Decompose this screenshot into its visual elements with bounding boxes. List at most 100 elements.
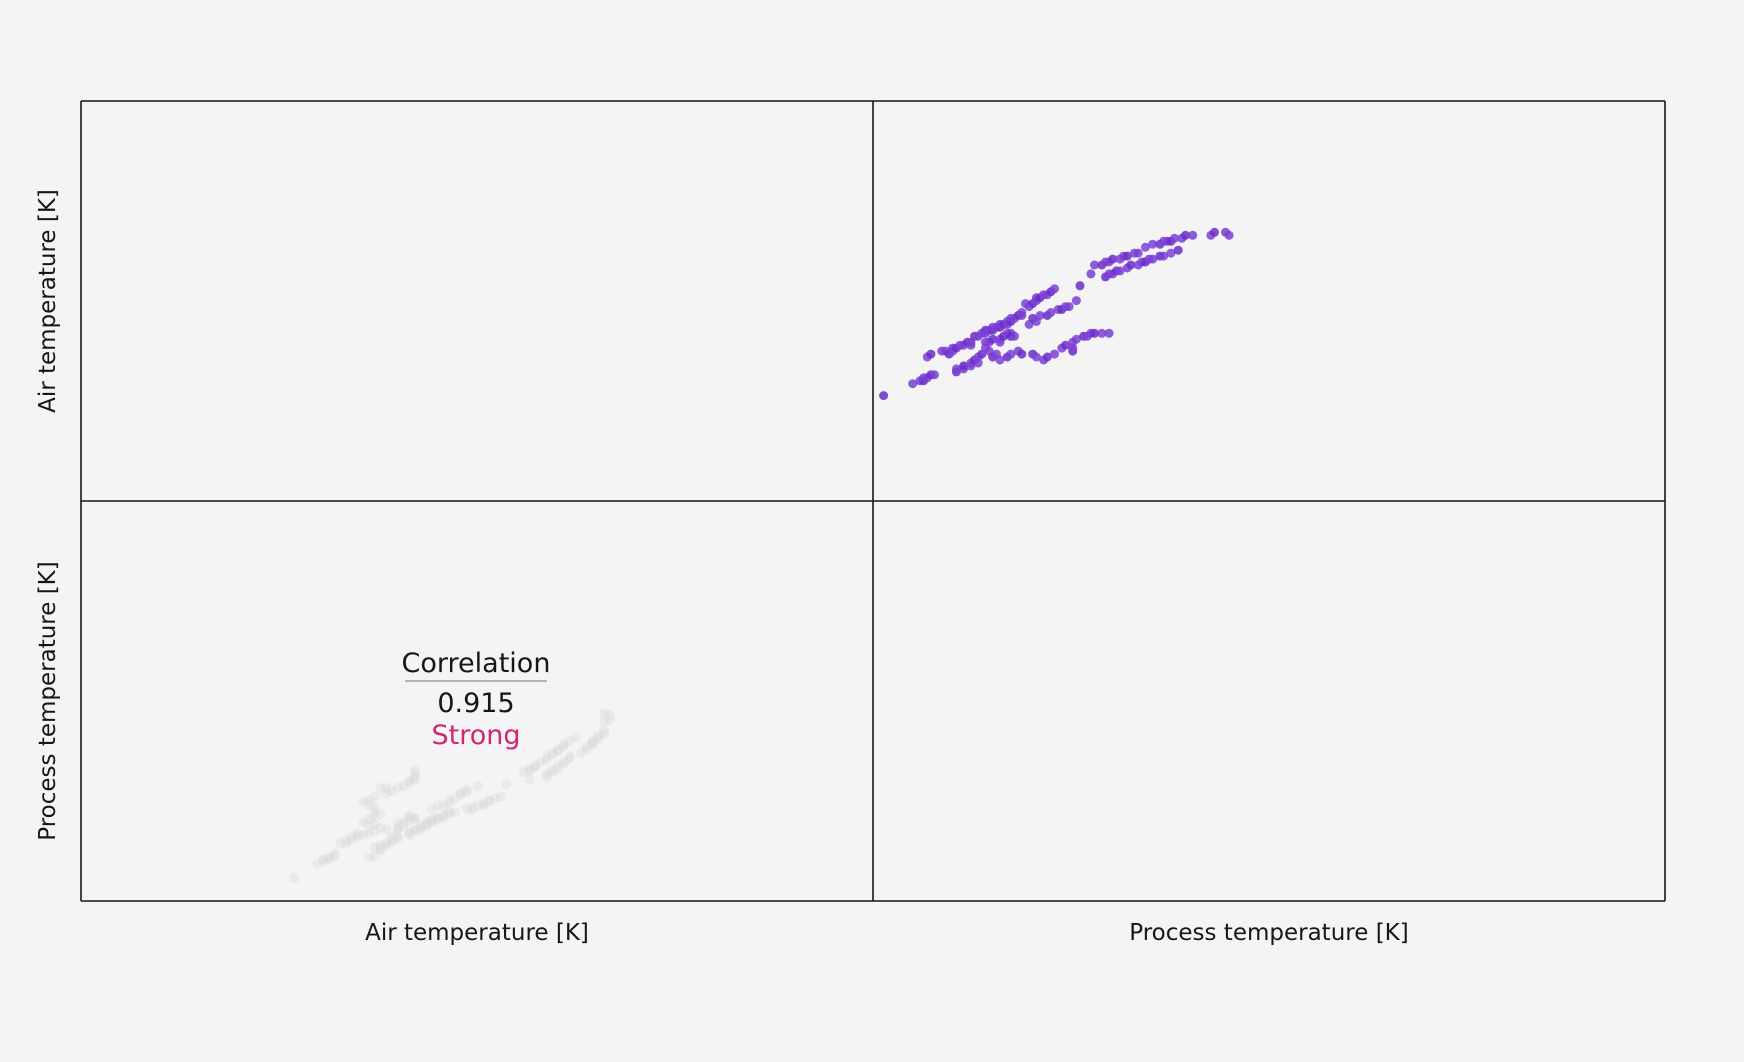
- faint-scatter-point: [398, 821, 409, 832]
- faint-scatter-point: [524, 763, 535, 774]
- faint-scatter-point: [375, 843, 386, 854]
- faint-scatter-point: [375, 822, 386, 833]
- faint-scatter-point: [404, 829, 415, 840]
- faint-scatter-point: [364, 821, 375, 832]
- scatter-point: [951, 364, 961, 374]
- scatter-point: [1017, 349, 1027, 359]
- scatter-point: [926, 349, 936, 359]
- faint-scatter-point: [364, 795, 375, 806]
- faint-scatter-point: [381, 838, 392, 849]
- faint-scatter-point: [312, 859, 323, 870]
- faint-scatter-point: [421, 821, 432, 832]
- faint-scatter-point: [409, 814, 420, 825]
- faint-scatter-point: [369, 819, 380, 830]
- faint-scatter-point: [358, 817, 369, 828]
- faint-scatter-point: [461, 803, 472, 814]
- scatter-point: [1224, 230, 1234, 240]
- faint-scatter-point: [553, 760, 564, 771]
- faint-scatter-point: [558, 741, 569, 752]
- faint-scatter-point: [593, 730, 604, 741]
- faint-scatter-point: [364, 800, 375, 811]
- faint-scatter-point: [381, 788, 392, 799]
- faint-scatter-point: [364, 852, 375, 863]
- scatter-point: [1097, 328, 1107, 338]
- scatter-point: [1006, 349, 1016, 359]
- faint-scatter-point: [564, 753, 575, 764]
- faint-scatter-point: [409, 824, 420, 835]
- faint-scatter-point: [381, 824, 392, 835]
- faint-scatter-point: [392, 831, 403, 842]
- faint-scatter-point: [409, 826, 420, 837]
- scatter-point: [966, 340, 976, 350]
- x-axis-label-process-temperature: Process temperature [K]: [1129, 920, 1408, 946]
- faint-scatter-point: [541, 755, 552, 766]
- faint-scatter-point: [541, 751, 552, 762]
- scatter-point: [1086, 269, 1096, 279]
- faint-scatter-point: [599, 708, 609, 719]
- faint-scatter-point: [450, 793, 460, 804]
- faint-scatter-point: [318, 854, 329, 865]
- scatter-point: [1071, 296, 1081, 306]
- scatter-point: [1050, 349, 1059, 359]
- faint-scatter-point: [392, 833, 403, 844]
- scatter-point: [1050, 284, 1059, 294]
- faint-scatter-point: [369, 842, 380, 852]
- faint-scatter-point: [329, 850, 340, 861]
- scatter-point: [959, 361, 969, 371]
- faint-scatter-point: [599, 725, 609, 736]
- scatter-point: [1075, 281, 1085, 291]
- faint-scatter-point: [490, 793, 501, 804]
- x-axis-label-air-temperature: Air temperature [K]: [365, 920, 589, 946]
- faint-scatter-point: [587, 736, 598, 746]
- scatter-point: [1122, 251, 1132, 261]
- scatter-point: [908, 379, 918, 389]
- faint-scatter-point: [352, 828, 363, 839]
- faint-scatter-point: [547, 765, 558, 776]
- scatter-point: [1010, 331, 1019, 341]
- faint-scatter-point: [450, 807, 460, 818]
- faint-scatter-point: [404, 810, 415, 821]
- scatter-point: [1042, 352, 1052, 362]
- faint-scatter-point: [421, 817, 432, 828]
- scatter-point: [1166, 248, 1176, 258]
- faint-scatter-point: [553, 746, 564, 757]
- faint-scatter-point: [438, 812, 449, 823]
- faint-scatter-point: [599, 716, 609, 727]
- scatter-point: [1064, 302, 1074, 312]
- correlation-title: Correlation: [402, 648, 551, 679]
- faint-scatter-point: [404, 775, 415, 786]
- scatter-point: [1159, 251, 1169, 261]
- scatter-point: [1104, 328, 1114, 338]
- faint-scatter-point: [409, 772, 420, 783]
- correlation-strength: Strong: [431, 720, 520, 751]
- faint-scatter-point: [564, 751, 575, 762]
- faint-scatter-point: [518, 767, 529, 778]
- faint-scatter-point: [364, 814, 375, 825]
- faint-scatter-point: [387, 836, 397, 847]
- faint-scatter-point: [570, 732, 581, 743]
- faint-scatter-point: [541, 772, 552, 783]
- faint-scatter-point: [409, 765, 420, 776]
- faint-scatter-point: [364, 828, 375, 839]
- faint-scatter-point: [547, 767, 558, 778]
- scatter-point: [1170, 233, 1179, 243]
- scatter-point: [1126, 260, 1136, 270]
- scatter-point: [1108, 254, 1118, 264]
- faint-scatter-point: [392, 822, 403, 833]
- faint-scatter-point: [387, 831, 397, 842]
- faint-scatter-point: [409, 769, 420, 779]
- faint-scatter-point: [427, 803, 438, 814]
- faint-scatter-point: [352, 831, 363, 842]
- faint-scatter-point: [369, 807, 380, 818]
- scatter-point: [995, 355, 1005, 365]
- faint-scatter-point: [444, 809, 455, 819]
- faint-scatter-point: [387, 835, 397, 845]
- faint-scatter-point: [369, 812, 380, 823]
- scatter-point: [1035, 311, 1045, 320]
- faint-scatter-point: [593, 734, 604, 745]
- faint-scatter-point: [455, 789, 466, 800]
- faint-scatter-point: [599, 729, 609, 739]
- scatter-point: [1115, 266, 1125, 276]
- faint-scatter-point: [358, 796, 369, 807]
